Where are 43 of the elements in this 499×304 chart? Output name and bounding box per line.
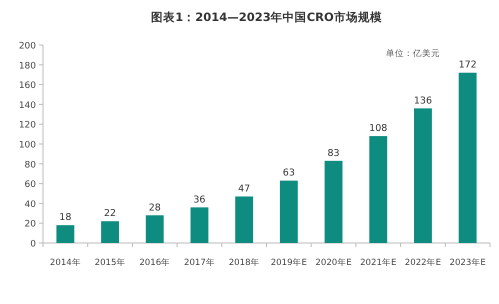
- data-label: 83: [328, 148, 340, 159]
- x-tick-label: 2014年: [50, 257, 81, 268]
- bar: [101, 221, 119, 243]
- chart-title: 图表1：2014—2023年中国CRO市场规模: [151, 10, 382, 24]
- y-tick-label: 20: [24, 220, 36, 230]
- bar: [235, 196, 254, 243]
- y-tick-label: 100: [18, 140, 36, 150]
- y-tick-label: 180: [18, 61, 36, 72]
- x-tick-label: 2023年E: [449, 257, 486, 268]
- x-tick-label: 2020年E: [315, 257, 352, 268]
- y-tick-label: 200: [18, 42, 36, 52]
- y-tick-label: 60: [24, 180, 36, 190]
- bar: [458, 72, 477, 243]
- y-tick-label: 160: [18, 81, 36, 92]
- data-label: 22: [104, 208, 116, 220]
- y-tick-label: 80: [24, 160, 36, 170]
- bar: [369, 136, 388, 243]
- bar: [280, 180, 298, 243]
- bar: [146, 215, 164, 243]
- x-tick-label: 2019年E: [270, 257, 308, 268]
- x-tick-label: 2016年: [139, 257, 170, 268]
- bar: [324, 160, 342, 243]
- data-label: 172: [458, 60, 477, 71]
- data-label: 47: [238, 183, 250, 194]
- data-label: 18: [59, 212, 72, 224]
- x-tick-label: 2018年: [228, 257, 260, 268]
- data-label: 36: [193, 194, 206, 206]
- bar: [190, 207, 208, 243]
- bar: [56, 225, 74, 243]
- bar: [414, 108, 432, 243]
- data-label: 108: [369, 123, 388, 134]
- y-tick-label: 140: [18, 100, 36, 111]
- y-tick-label: 0: [30, 240, 36, 250]
- data-label: 63: [282, 168, 295, 179]
- x-tick-label: 2021年E: [360, 257, 396, 268]
- annotation: 单位：亿美元: [386, 48, 440, 59]
- data-label: 136: [414, 95, 432, 106]
- y-tick-label: 120: [18, 120, 36, 131]
- x-tick-label: 2015年: [94, 257, 126, 268]
- y-tick-label: 40: [24, 200, 36, 210]
- x-tick-label: 2017年: [184, 257, 215, 268]
- data-label: 28: [148, 202, 161, 214]
- x-tick-label: 2022年E: [404, 257, 442, 268]
